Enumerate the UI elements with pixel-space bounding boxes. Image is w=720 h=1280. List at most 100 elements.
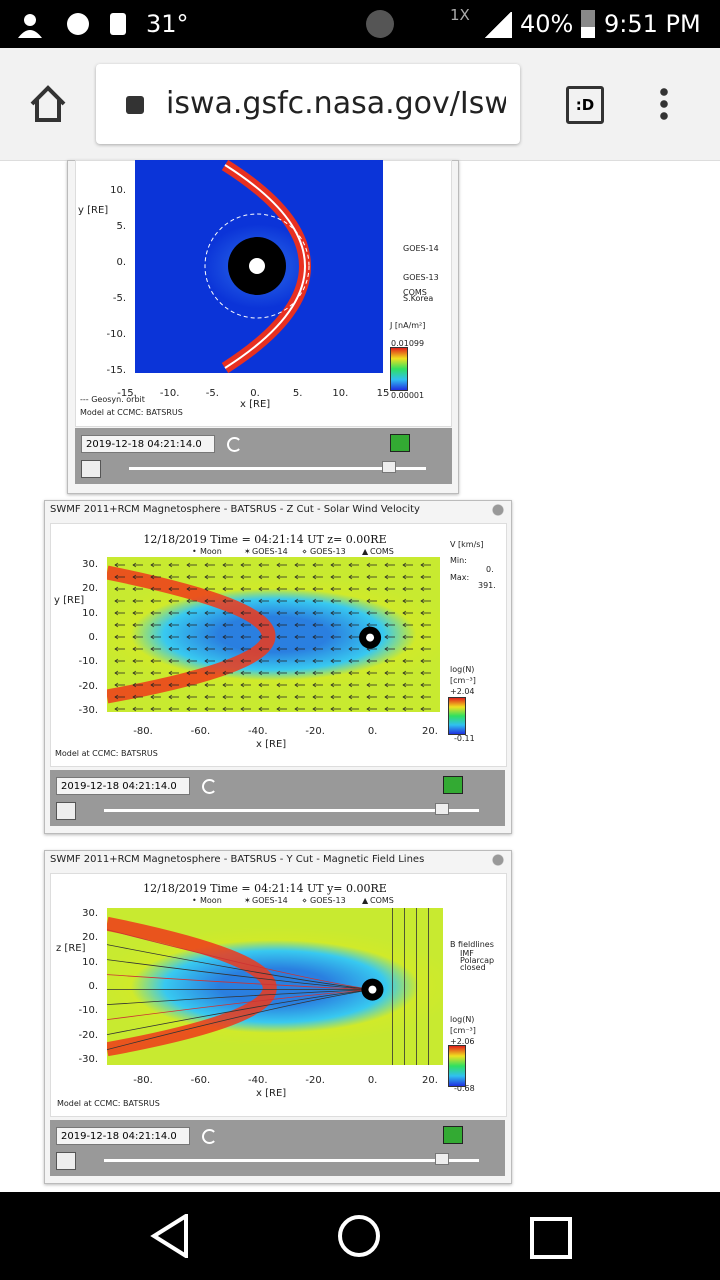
movie-button[interactable] <box>443 776 463 794</box>
footer-text: --- Geosyn. orbit <box>80 395 145 404</box>
legend-label: GOES-13 <box>310 547 346 556</box>
x-tick-label: -5. <box>205 388 219 399</box>
earth <box>249 258 265 274</box>
menu-button[interactable] <box>660 86 668 122</box>
slider-track[interactable] <box>104 1159 479 1162</box>
tab-switcher[interactable]: :D <box>566 86 604 124</box>
sheath <box>107 916 277 1057</box>
y-tick-label: 30. <box>82 908 98 919</box>
play-button[interactable] <box>56 1152 76 1170</box>
widget-controls[interactable] <box>478 504 504 516</box>
y-tick-label: 20. <box>82 932 98 944</box>
signal-icon <box>484 12 512 38</box>
colorbar <box>448 1045 466 1087</box>
slider-thumb[interactable] <box>435 803 449 815</box>
movie-button[interactable] <box>443 1126 463 1144</box>
x-tick-label: -80. <box>133 726 153 737</box>
side-label: GOES-13 <box>403 273 439 282</box>
url-box[interactable] <box>96 64 520 144</box>
widget-title: SWMF 2011+RCM Magnetosphere - BATSRUS - … <box>50 854 425 865</box>
side-label: J [nA/m²] <box>390 321 426 330</box>
y-tick-label: 0. <box>88 981 98 992</box>
plot-overlay <box>204 160 311 373</box>
slider-thumb[interactable] <box>382 461 396 473</box>
side-label: Min: <box>450 556 467 565</box>
refresh-button[interactable] <box>227 437 242 452</box>
side-label: S.Korea <box>403 294 434 303</box>
earth <box>366 633 375 642</box>
plot-header: 12/18/2019 Time = 04:21:14 UT z= 0.00RE <box>143 533 387 546</box>
refresh-button[interactable] <box>202 779 217 794</box>
play-button[interactable] <box>81 460 101 478</box>
plot-overlay <box>107 562 431 712</box>
legend-label: Moon <box>200 896 222 905</box>
nav-bar <box>0 1192 720 1280</box>
play-button[interactable] <box>56 802 76 820</box>
y-tick-label: 10. <box>82 607 98 619</box>
widget-controls[interactable] <box>478 854 504 866</box>
colorbar <box>448 697 466 735</box>
side-label: log(N) <box>450 665 475 674</box>
y-tick-label: -10. <box>78 656 98 668</box>
side-label: -0.68 <box>454 1084 475 1093</box>
date-select[interactable]: 2019-12-18 04:21:14.0 <box>56 777 190 795</box>
x-tick-label: -40. <box>248 726 268 737</box>
x-tick-label: -20. <box>305 1075 325 1086</box>
movie-button[interactable] <box>390 434 410 452</box>
side-label: Max: <box>450 573 470 582</box>
slider-track[interactable] <box>104 809 479 812</box>
x-tick-label: -20. <box>305 726 325 737</box>
y-tick-label: -30. <box>78 1054 98 1065</box>
legend-marker: ⋄ <box>302 896 308 905</box>
x-tick-label: 15 <box>376 388 390 399</box>
side-label: +2.06 <box>450 1037 475 1046</box>
side-label: Polarcap <box>460 956 495 965</box>
slider-thumb[interactable] <box>435 1153 449 1165</box>
side-label: -0.11 <box>454 734 475 743</box>
network-type: 1X <box>450 6 470 24</box>
back-button[interactable] <box>150 1214 190 1258</box>
earth <box>368 985 377 994</box>
y-tick-label: -15. <box>106 365 126 376</box>
legend-marker: ⋄ <box>302 547 308 556</box>
widget-title: SWMF 2011+RCM Magnetosphere - BATSRUS - … <box>50 504 420 515</box>
refresh-button[interactable] <box>202 1129 217 1144</box>
x-tick-label: 10. <box>332 388 349 399</box>
home-nav-button[interactable] <box>337 1214 381 1258</box>
side-label: IMF <box>460 949 474 958</box>
y-tick-label: 10. <box>110 185 126 196</box>
magnetopause <box>224 164 306 369</box>
notification-icons <box>18 13 126 38</box>
y-tick-label: 5. <box>116 221 126 232</box>
x-tick-label: -60. <box>190 1075 211 1086</box>
x-tick-label: 0. <box>367 726 378 737</box>
date-select[interactable]: 2019-12-18 04:21:14.0 <box>56 1127 190 1145</box>
footer-text: Model at CCMC: BATSRUS <box>55 749 158 758</box>
sheath <box>107 565 276 704</box>
y-tick-label: -10. <box>78 1005 98 1017</box>
x-tick-label: -10. <box>159 388 180 399</box>
y-tick-label: 30. <box>82 559 98 570</box>
y-tick-label: -5. <box>112 293 126 304</box>
legend-marker: • <box>192 896 197 905</box>
lock-icon <box>126 96 144 114</box>
geosyn-orbit <box>204 213 310 319</box>
footer-text: Model at CCMC: BATSRUS <box>57 1099 160 1108</box>
side-label: 391. <box>478 581 496 590</box>
status-icons <box>16 10 126 38</box>
url-text[interactable]: iswa.gsfc.nasa.gov/Isw <box>166 86 506 121</box>
y-axis-label: y [RE] <box>78 205 109 216</box>
x-axis-label: x [RE] <box>240 399 271 410</box>
y-tick-label: 0. <box>116 257 126 268</box>
date-select[interactable]: 2019-12-18 04:21:14.0 <box>81 435 215 453</box>
plot-header: 12/18/2019 Time = 04:21:14 UT y= 0.00RE <box>143 882 387 895</box>
legend-marker: • <box>192 547 197 556</box>
slider-track[interactable] <box>129 467 426 470</box>
bluetooth-icon <box>366 10 394 38</box>
home-button[interactable] <box>28 84 68 124</box>
x-tick-label: -40. <box>248 1075 268 1086</box>
plot-field <box>107 908 443 1065</box>
side-label: 0.01099 <box>391 339 425 348</box>
recents-button[interactable] <box>530 1217 572 1259</box>
